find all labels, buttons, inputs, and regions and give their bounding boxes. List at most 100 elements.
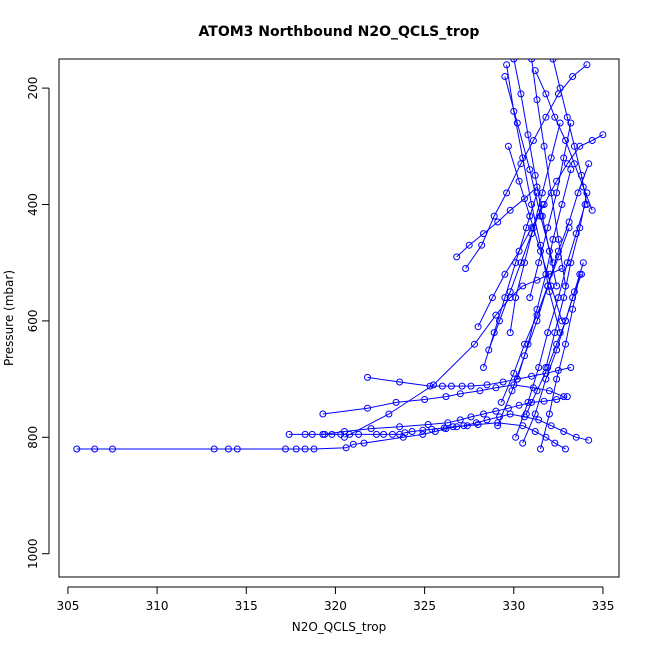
data-point bbox=[562, 137, 569, 144]
x-tick-label: 325 bbox=[413, 599, 436, 613]
series-line bbox=[509, 122, 561, 333]
data-point bbox=[440, 424, 448, 432]
data-point bbox=[340, 433, 348, 441]
data-point bbox=[424, 421, 432, 428]
data-point bbox=[533, 311, 541, 319]
data-point bbox=[467, 382, 475, 390]
data-point bbox=[531, 171, 539, 179]
data-point bbox=[480, 230, 487, 238]
data-point bbox=[474, 323, 482, 331]
data-point bbox=[588, 137, 596, 144]
data-point bbox=[563, 113, 571, 121]
data-point bbox=[553, 282, 561, 290]
data-point bbox=[538, 189, 546, 197]
data-point bbox=[599, 131, 607, 139]
data-point bbox=[456, 390, 464, 398]
series-line bbox=[540, 274, 581, 450]
data-point bbox=[519, 422, 527, 430]
series-line bbox=[545, 192, 588, 368]
series-line bbox=[465, 64, 588, 269]
data-point bbox=[563, 160, 571, 168]
data-point bbox=[389, 430, 396, 438]
data-point bbox=[342, 444, 350, 452]
data-point bbox=[449, 423, 457, 431]
data-point bbox=[310, 445, 318, 453]
data-point bbox=[569, 294, 577, 302]
data-point bbox=[560, 154, 568, 162]
data-point bbox=[492, 384, 500, 392]
data-point bbox=[542, 433, 550, 441]
data-point bbox=[508, 387, 516, 395]
data-point bbox=[521, 259, 528, 267]
data-point bbox=[547, 189, 555, 197]
plot-area bbox=[73, 59, 607, 453]
series-line bbox=[515, 204, 586, 438]
data-point bbox=[367, 425, 375, 433]
series-line bbox=[344, 268, 563, 438]
series-line bbox=[500, 227, 570, 403]
data-point bbox=[428, 425, 436, 433]
data-point bbox=[506, 288, 514, 296]
data-point bbox=[462, 265, 470, 272]
data-point bbox=[396, 378, 404, 386]
data-point bbox=[529, 137, 537, 144]
data-point bbox=[551, 113, 559, 121]
x-tick-label: 315 bbox=[235, 599, 258, 613]
data-point bbox=[531, 410, 539, 418]
data-point bbox=[494, 218, 502, 226]
data-point bbox=[471, 340, 478, 348]
data-point bbox=[519, 439, 527, 447]
data-point bbox=[576, 224, 584, 232]
data-point bbox=[567, 119, 575, 127]
data-point bbox=[585, 160, 593, 168]
data-point bbox=[504, 404, 512, 412]
data-point bbox=[492, 311, 500, 319]
data-point bbox=[476, 387, 484, 395]
data-point bbox=[549, 235, 557, 243]
data-point bbox=[515, 247, 523, 255]
data-point bbox=[421, 396, 429, 403]
data-point bbox=[588, 206, 596, 214]
data-point bbox=[419, 426, 427, 434]
data-point bbox=[554, 235, 562, 243]
series-line bbox=[504, 76, 554, 263]
chart-title: ATOM3 Northbound N2O_QCLS_trop bbox=[199, 24, 480, 40]
data-point bbox=[556, 119, 564, 127]
data-point bbox=[533, 183, 541, 191]
data-point bbox=[360, 439, 368, 447]
y-tick-label: 800 bbox=[26, 426, 40, 449]
data-point bbox=[519, 154, 527, 162]
data-point bbox=[346, 430, 354, 438]
data-point bbox=[562, 317, 569, 325]
data-point bbox=[583, 189, 591, 197]
data-point bbox=[537, 212, 544, 220]
data-point bbox=[574, 189, 582, 197]
data-point bbox=[380, 430, 388, 438]
data-point bbox=[562, 340, 569, 348]
series-line bbox=[76, 422, 566, 450]
data-point bbox=[558, 201, 566, 208]
x-tick-label: 320 bbox=[324, 599, 347, 613]
data-point bbox=[544, 329, 552, 337]
data-point bbox=[521, 340, 528, 348]
data-point bbox=[453, 423, 461, 431]
series-line bbox=[534, 70, 593, 211]
data-point bbox=[301, 430, 309, 438]
data-point bbox=[533, 96, 541, 104]
data-point bbox=[567, 166, 575, 174]
y-axis-title: Pressure (mbar) bbox=[2, 270, 16, 366]
data-point bbox=[480, 364, 487, 371]
data-point bbox=[576, 142, 584, 150]
x-tick-label: 330 bbox=[502, 599, 525, 613]
data-point bbox=[554, 366, 562, 374]
data-point bbox=[544, 224, 552, 232]
data-point bbox=[392, 398, 400, 406]
data-point bbox=[578, 270, 585, 278]
data-point bbox=[308, 430, 316, 438]
data-point bbox=[478, 241, 486, 249]
data-point bbox=[537, 445, 544, 453]
data-point bbox=[578, 171, 585, 179]
data-point bbox=[510, 369, 518, 377]
data-point bbox=[456, 416, 464, 424]
x-tick-label: 310 bbox=[146, 599, 169, 613]
